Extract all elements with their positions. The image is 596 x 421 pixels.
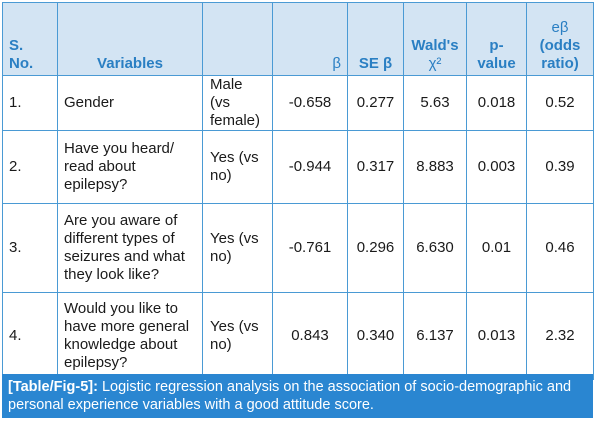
- cell-beta: -0.944: [272, 130, 348, 204]
- cell-se: 0.317: [347, 130, 404, 204]
- cell-level: Yes (vs no): [202, 130, 273, 204]
- header-wald-chi: χ²: [428, 55, 442, 72]
- cell-odds-ratio: 2.32: [526, 292, 594, 380]
- header-eb-label: eβ: [551, 19, 569, 36]
- header-wald: Wald's χ²: [403, 2, 467, 76]
- header-wald-label: Wald's: [411, 37, 459, 54]
- header-odds-ratio: eβ (odds ratio): [526, 2, 594, 76]
- figure-caption: [Table/Fig-5]: Logistic regression analy…: [2, 374, 593, 418]
- table-row: 2. Have you heard/ read about epilepsy? …: [2, 130, 594, 204]
- header-eb-sub: (odds ratio): [539, 37, 581, 72]
- cell-variable: Would you like to have more general know…: [57, 292, 203, 380]
- cell-se: 0.340: [347, 292, 404, 380]
- cell-sno: 1.: [2, 75, 58, 131]
- cell-pvalue: 0.018: [466, 75, 527, 131]
- cell-wald: 5.63: [403, 75, 467, 131]
- cell-sno: 4.: [2, 292, 58, 380]
- table-header-row: S. No. Variables β SE β Wald's χ² p-valu…: [2, 2, 594, 76]
- header-variables: Variables: [57, 2, 203, 76]
- cell-beta: -0.658: [272, 75, 348, 131]
- cell-wald: 8.883: [403, 130, 467, 204]
- cell-variable: Have you heard/ read about epilepsy?: [57, 130, 203, 204]
- cell-pvalue: 0.013: [466, 292, 527, 380]
- cell-wald: 6.137: [403, 292, 467, 380]
- cell-beta: -0.761: [272, 203, 348, 293]
- cell-odds-ratio: 0.52: [526, 75, 594, 131]
- header-beta: β: [272, 2, 348, 76]
- cell-se: 0.296: [347, 203, 404, 293]
- header-se-beta: SE β: [347, 2, 404, 76]
- cell-odds-ratio: 0.46: [526, 203, 594, 293]
- cell-sno: 3.: [2, 203, 58, 293]
- header-level: [202, 2, 273, 76]
- logistic-regression-table: S. No. Variables β SE β Wald's χ² p-valu…: [2, 2, 594, 380]
- cell-se: 0.277: [347, 75, 404, 131]
- table-row: 1. Gender Male (vs female) -0.658 0.277 …: [2, 75, 594, 131]
- cell-variable: Are you aware of different types of seiz…: [57, 203, 203, 293]
- cell-variable: Gender: [57, 75, 203, 131]
- table-row: 3. Are you aware of different types of s…: [2, 203, 594, 293]
- header-pvalue: p-value: [466, 2, 527, 76]
- cell-odds-ratio: 0.39: [526, 130, 594, 204]
- caption-text: Logistic regression analysis on the asso…: [8, 379, 572, 413]
- cell-pvalue: 0.01: [466, 203, 527, 293]
- cell-wald: 6.630: [403, 203, 467, 293]
- caption-label: [Table/Fig-5]:: [8, 379, 98, 395]
- cell-level: Yes (vs no): [202, 292, 273, 380]
- header-sno: S. No.: [2, 2, 58, 76]
- cell-sno: 2.: [2, 130, 58, 204]
- cell-pvalue: 0.003: [466, 130, 527, 204]
- table-row: 4. Would you like to have more general k…: [2, 292, 594, 380]
- cell-beta: 0.843: [272, 292, 348, 380]
- cell-level: Male (vs female): [202, 75, 273, 131]
- cell-level: Yes (vs no): [202, 203, 273, 293]
